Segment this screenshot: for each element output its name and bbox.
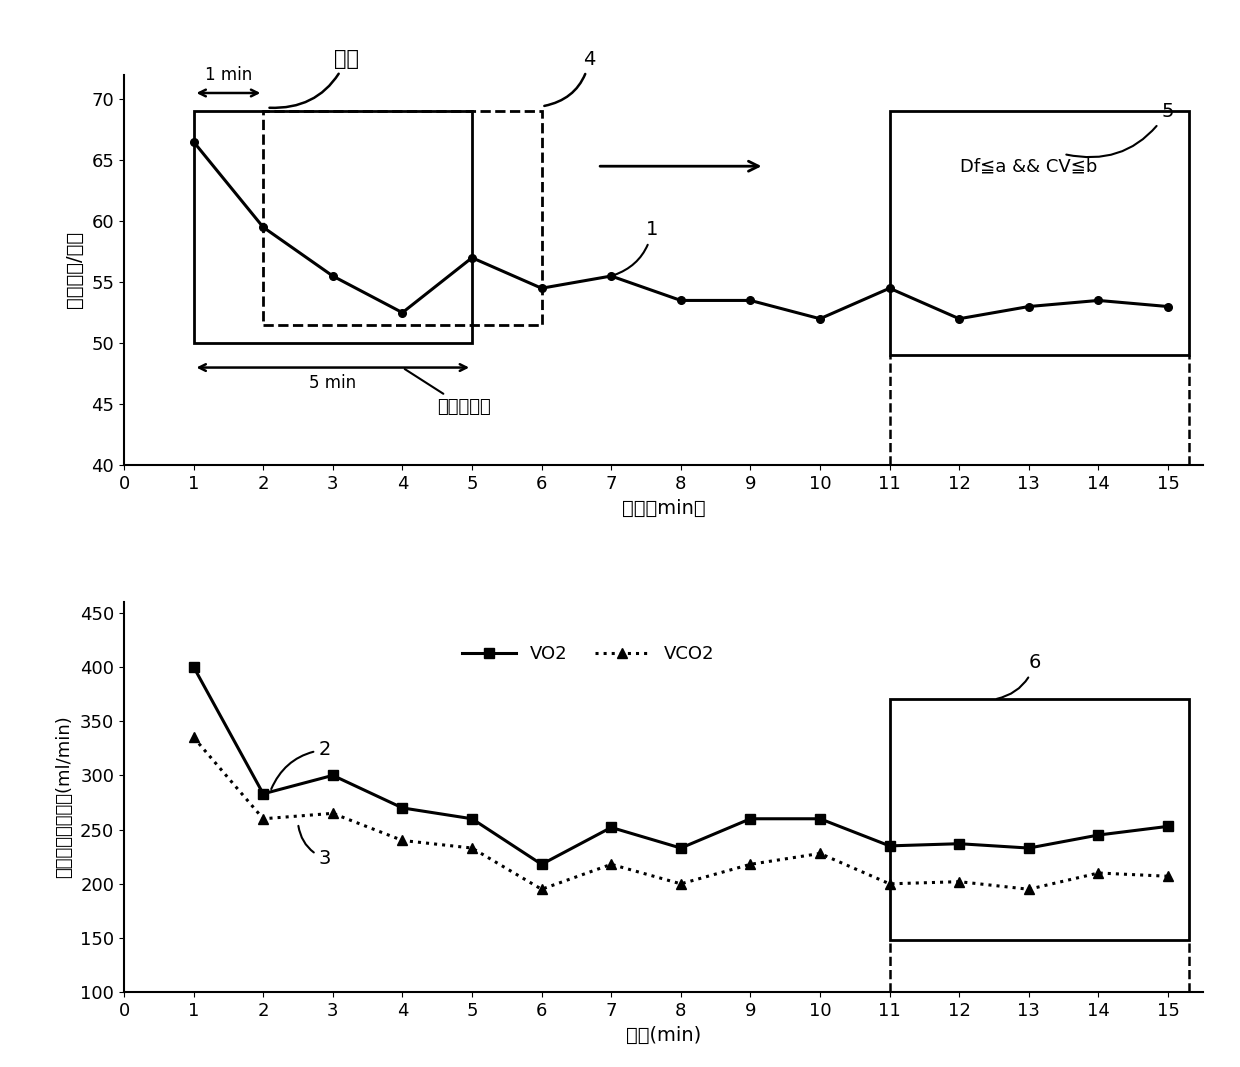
VCO2	[1161, 870, 1176, 882]
Text: 5: 5	[1066, 102, 1173, 157]
VCO2	[812, 847, 827, 860]
VO2	[534, 858, 549, 871]
X-axis label: 时间(min): 时间(min)	[626, 1025, 701, 1045]
VO2	[673, 842, 688, 855]
Line: VCO2: VCO2	[188, 733, 1173, 894]
VCO2	[186, 731, 201, 744]
VO2	[952, 838, 967, 850]
Text: 3: 3	[299, 826, 331, 869]
Text: 5 min: 5 min	[309, 373, 356, 392]
Text: 时间窗长度: 时间窗长度	[404, 369, 491, 416]
Text: 6: 6	[997, 653, 1042, 699]
VO2	[604, 821, 619, 833]
VCO2	[465, 842, 480, 855]
Legend: VO2, VCO2: VO2, VCO2	[454, 638, 722, 671]
Bar	[263, 111, 542, 324]
VO2	[812, 812, 827, 825]
Text: 4: 4	[544, 49, 595, 106]
VCO2	[325, 807, 340, 819]
Text: Df≦a && CV≦b: Df≦a && CV≦b	[960, 157, 1097, 175]
Y-axis label: 心率（次/分）: 心率（次/分）	[66, 232, 84, 308]
VO2	[255, 787, 270, 800]
VCO2	[952, 875, 967, 888]
VCO2	[1091, 866, 1106, 879]
VO2	[1161, 819, 1176, 832]
Bar	[193, 111, 472, 344]
Y-axis label: 呼吸气体交换参数(ml/min): 呼吸气体交换参数(ml/min)	[55, 716, 73, 878]
VO2	[743, 812, 758, 825]
VO2	[396, 801, 410, 814]
Text: 1 min: 1 min	[205, 66, 252, 84]
VO2	[1091, 829, 1106, 842]
VO2	[882, 840, 897, 853]
VCO2	[743, 858, 758, 871]
VCO2	[534, 882, 549, 895]
Line: VO2: VO2	[188, 663, 1173, 869]
VCO2	[673, 877, 688, 890]
VO2	[186, 660, 201, 673]
X-axis label: 时间（min）: 时间（min）	[621, 498, 706, 517]
VCO2	[604, 858, 619, 871]
Text: 1: 1	[614, 221, 658, 275]
VO2	[325, 769, 340, 782]
Text: 步长: 步长	[269, 49, 360, 108]
VCO2	[1022, 882, 1037, 895]
Bar	[889, 700, 1189, 940]
VCO2	[882, 877, 897, 890]
VCO2	[255, 812, 270, 825]
Text: 2: 2	[272, 740, 331, 790]
VCO2	[396, 834, 410, 847]
Bar	[889, 111, 1189, 355]
VO2	[1022, 842, 1037, 855]
VO2	[465, 812, 480, 825]
